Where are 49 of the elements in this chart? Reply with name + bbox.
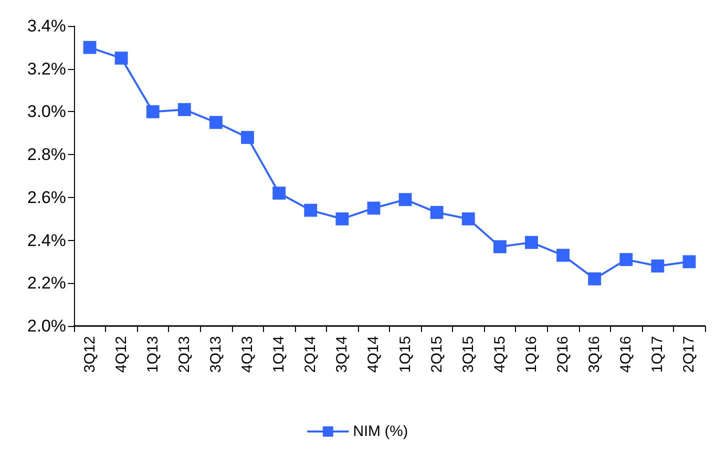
x-tick-label: 1Q13 — [144, 336, 162, 373]
x-tick-label: 3Q16 — [586, 336, 604, 373]
x-tick-label: 4Q15 — [491, 336, 508, 373]
x-tick-label: 4Q14 — [365, 336, 382, 373]
point — [241, 130, 254, 144]
x-tick-label: 4Q12 — [112, 336, 130, 373]
y-tick-label: 2.0% — [27, 316, 66, 336]
x-tick-label: 3Q14 — [334, 336, 351, 373]
legend-label: NIM (%) — [353, 423, 408, 440]
point — [398, 193, 412, 206]
y-tick-label: 3.0% — [27, 102, 66, 122]
y-tick-label: 2.2% — [27, 274, 66, 293]
point — [336, 212, 349, 226]
x-tick-label: 1Q17 — [649, 336, 666, 373]
y-tick-label: 2.4% — [27, 230, 66, 250]
y-tick-label: 2.8% — [27, 145, 66, 164]
point — [524, 236, 538, 249]
point — [430, 206, 444, 219]
point — [209, 116, 222, 129]
x-tick-label: 1Q16 — [522, 336, 540, 373]
x-tick-label: 2Q17 — [680, 336, 698, 373]
y-tick-label: 3.2% — [27, 59, 66, 78]
x-tick-label: 3Q13 — [207, 336, 224, 373]
x-tick-label: 2Q15 — [428, 336, 446, 373]
x-tick-label: 2Q16 — [554, 336, 572, 373]
point — [114, 52, 128, 65]
point — [682, 255, 696, 268]
x-tick-label: 2Q14 — [302, 336, 320, 373]
point — [178, 103, 191, 116]
point — [272, 186, 286, 200]
point — [146, 105, 160, 118]
x-tick-label: 3Q12 — [81, 336, 98, 373]
x-tick-label: 4Q13 — [239, 336, 256, 373]
point — [367, 202, 380, 215]
point — [462, 212, 475, 226]
point — [493, 240, 506, 254]
x-tick-label: 3Q15 — [460, 336, 477, 373]
point — [651, 260, 664, 272]
x-tick-label: 4Q16 — [618, 336, 635, 373]
x-tick-label: 1Q15 — [396, 336, 414, 373]
point — [620, 253, 633, 266]
point — [83, 40, 96, 54]
point — [588, 272, 602, 286]
x-tick-label: 1Q14 — [270, 336, 288, 373]
y-tick-label: 2.6% — [27, 188, 66, 207]
x-tick-label: 2Q13 — [176, 336, 193, 373]
point — [304, 204, 318, 217]
y-tick-label: 3.4% — [27, 16, 66, 36]
point — [556, 248, 570, 262]
